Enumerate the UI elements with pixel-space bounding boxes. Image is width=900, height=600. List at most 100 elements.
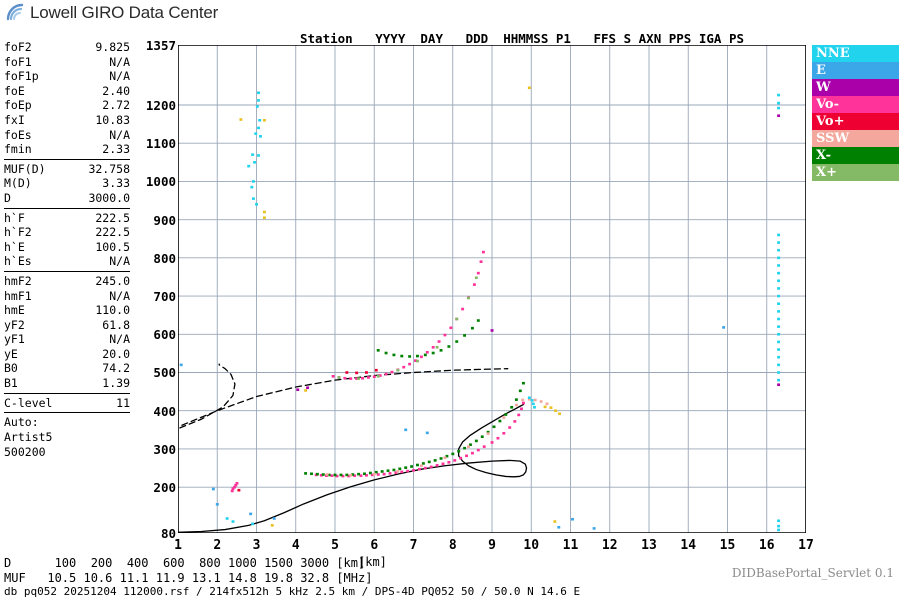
series-vo- [237,368,378,492]
echo-point [777,264,781,267]
echo-point [777,348,781,351]
echo-point [433,459,437,462]
param-value: N/A [109,332,130,347]
echo-point [441,462,445,466]
param-value: 1.39 [102,376,130,391]
x-tick-label: 2 [213,538,222,553]
echo-point [431,351,435,355]
echo-point [532,405,536,409]
x-tick-label: 11 [562,538,579,553]
echo-point [353,474,357,477]
param-row: h`E 100.5 [4,240,130,255]
echo-point [777,294,781,298]
footer-muf-row: MUF 10.5 10.6 11.1 11.9 13.1 14.8 19.8 3… [4,570,373,585]
param-value: N/A [109,288,130,303]
echo-point [476,448,480,452]
legend-item-e[interactable]: E [812,62,899,79]
param-row: MUF(D) 32.758 [4,162,130,177]
ionogram-canvas[interactable] [178,45,806,533]
param-key: foEp [4,98,32,113]
param-row: hmF1 N/A [4,289,130,304]
echo-point [435,464,439,467]
echo-point [406,469,410,473]
echo-point [237,488,241,492]
param-key: foE [4,83,25,98]
echo-point [445,454,449,458]
echo-point [435,345,439,349]
echo-point [425,431,429,435]
echo-point [365,371,368,374]
echo-point [467,445,470,448]
echo-point [777,340,781,344]
param-row: hmE 110.0 [4,303,130,318]
param-key: h`Es [4,254,32,269]
echo-point [522,381,525,385]
echo-point [255,105,259,108]
param-key: D [4,190,11,205]
param-key: foEs [4,127,32,142]
echo-point [777,524,781,528]
echo-point [304,472,308,475]
echo-point [777,332,781,336]
y-tick-label: 800 [153,250,176,266]
y-tick-label: 1100 [145,136,176,152]
echo-point [408,355,412,358]
legend-item-x[interactable]: X+ [812,164,899,181]
echo-point [333,473,337,477]
legend-item-vo[interactable]: Vo+ [812,113,899,130]
param-value: N/A [109,54,130,69]
param-value: N/A [109,127,130,142]
legend-item-x[interactable]: X- [812,147,899,164]
param-divider [4,270,130,272]
series-yellow-orange [239,86,562,527]
echo-point [257,154,260,157]
legend-item-nne[interactable]: NNE [812,45,899,62]
y-tick-label: 1200 [145,97,176,113]
echo-point [211,487,215,491]
echo-point [443,333,447,337]
footer-info: D 100 200 400 600 800 1000 1500 3000 [km… [4,556,580,599]
echo-point [258,118,262,122]
param-autoscaler-info: Auto: Artist5 500200 [4,415,130,460]
param-row: C-level 11 [4,396,130,411]
ionogram-plot[interactable] [178,45,806,533]
param-value: 3.33 [102,176,130,191]
echo-point [722,326,726,329]
echo-point [481,250,485,254]
x-tick-label: 14 [680,538,697,553]
legend-item-vo[interactable]: Vo- [812,96,899,113]
x-tick-label: 3 [252,538,261,553]
echo-point [231,487,235,490]
echo-point [255,203,258,206]
param-value: N/A [109,254,130,269]
echo-point [361,376,364,380]
param-divider [4,412,130,414]
echo-point [592,527,596,530]
y-tick-label: 1000 [145,174,176,190]
legend-item-ssw[interactable]: SSW [812,130,899,147]
param-key: MUF(D) [4,161,46,176]
legend-item-w[interactable]: W [812,79,899,96]
echo-point [549,406,553,409]
echo-point [486,430,490,434]
y-tick-label: 80 [160,526,176,541]
echo-point [504,413,508,416]
param-key: fxI [4,112,25,127]
echo-point [777,383,781,387]
echo-point [777,279,781,283]
echo-point [459,456,463,460]
echo-point [416,354,419,358]
echo-point [412,469,415,472]
footer-distance-row: D 100 200 400 600 800 1000 1500 3000 [km… [4,556,366,570]
echo-point [777,355,781,359]
echo-point [469,443,472,447]
param-group-virtual-heights: h`F 222.5 h`F2 222.5 h`E 100.5 h`Es N/A [4,211,130,269]
echo-point [437,340,441,343]
echo-point [382,472,386,476]
y-tick-label: 200 [153,480,176,496]
y-tick-label: 300 [153,441,176,457]
y-axis-unit-label: [km] [358,555,387,569]
echo-point [396,368,400,372]
echo-point [527,397,531,401]
echo-point [390,370,394,374]
